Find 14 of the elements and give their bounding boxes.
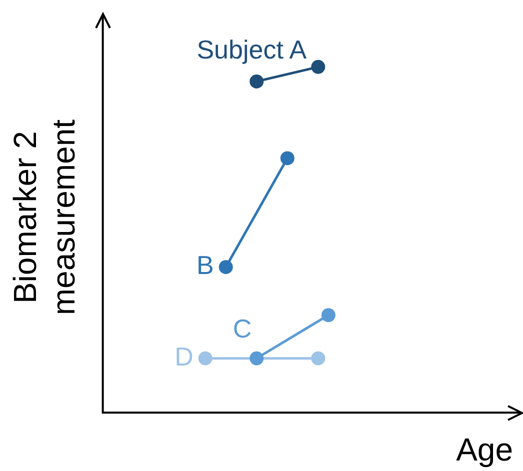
point (250, 351, 264, 366)
series-label: B (196, 250, 214, 280)
point (218, 260, 233, 274)
series-label: C (232, 314, 252, 344)
point (250, 74, 264, 88)
point (321, 308, 336, 322)
point (311, 60, 326, 74)
point (280, 151, 294, 166)
point (311, 351, 326, 366)
x-axis-title: Age (456, 432, 513, 468)
series-label: Subject A (196, 34, 308, 65)
series-label: D (174, 342, 194, 372)
point (198, 351, 212, 366)
y-axis-title: Biomarker 2 measurement (7, 119, 82, 316)
